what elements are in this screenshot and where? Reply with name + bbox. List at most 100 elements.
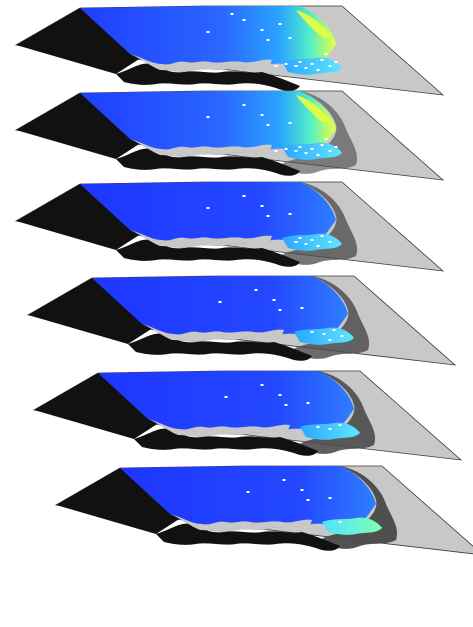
sensor-marker-icon [328,150,332,152]
secondary-pool [294,327,354,345]
black-region [56,468,190,534]
sensor-marker-icon [324,53,328,55]
sensor-marker-icon [328,339,332,341]
sensor-marker-icon [260,205,264,207]
sensor-marker-icon [316,154,320,156]
land-island [130,139,272,157]
sensor-marker-icon [328,241,332,243]
black-region [16,93,150,159]
sensor-marker-icon [278,394,282,396]
sensor-marker-icon [324,138,328,140]
sensor-marker-icon [320,144,324,146]
sensor-marker-icon [334,61,338,63]
sensor-marker-icon [288,37,292,39]
sensor-marker-icon [260,29,264,31]
map-layer [14,181,445,272]
water-body [92,276,348,342]
land-island [130,54,272,72]
coastline-band [128,333,312,361]
sensor-marker-icon [206,31,210,33]
black-region [16,8,150,74]
sensor-marker-icon [218,301,222,303]
sensor-marker-icon [338,424,342,426]
sensor-marker-icon [298,146,302,148]
sensor-marker-icon [316,245,320,247]
sensor-marker-icon [230,13,234,15]
sensor-marker-icon [300,489,304,491]
sensor-marker-icon [328,428,332,430]
sensor-marker-icon [294,241,298,243]
sensor-marker-icon [316,69,320,71]
sensor-marker-icon [328,65,332,67]
sensor-marker-icon [206,207,210,209]
sensor-marker-icon [332,329,336,331]
sensor-marker-icon [306,402,310,404]
secondary-pool [282,233,342,251]
sensor-marker-icon [316,426,320,428]
sensor-marker-icon [310,331,314,333]
sensor-marker-icon [272,299,276,301]
sensor-marker-icon [206,116,210,118]
sensor-marker-icon [306,499,310,501]
sensor-marker-icon [266,124,270,126]
secondary-pool [322,517,382,535]
sensor-marker-icon [310,148,314,150]
land-island [130,230,272,248]
sensor-marker-icon [322,333,326,335]
hotspot-region [296,95,330,123]
sensor-marker-icon [340,335,344,337]
sensor-marker-icon [300,307,304,309]
sensor-marker-icon [320,59,324,61]
sensor-marker-icon [298,61,302,63]
sensor-marker-icon [254,289,258,291]
water-body [80,91,336,157]
sensor-marker-icon [304,67,308,69]
sensor-marker-icon [246,491,250,493]
water-body [80,182,336,248]
sensor-marker-icon [224,396,228,398]
sensor-marker-icon [278,309,282,311]
sensor-marker-icon [298,237,302,239]
water-body [120,466,376,532]
land-island [148,419,290,437]
hotspot-region [296,10,330,38]
sensor-marker-icon [304,243,308,245]
sensor-marker-icon [310,63,314,65]
black-region [28,278,162,344]
sensor-marker-icon [260,384,264,386]
sensor-marker-icon [242,19,246,21]
secondary-pool [282,142,342,160]
sensor-marker-icon [284,404,288,406]
coastline-band [116,63,300,91]
sensor-marker-icon [310,239,314,241]
sensor-marker-icon [282,479,286,481]
land-island [170,514,312,532]
sensor-marker-icon [274,65,278,67]
sensor-marker-icon [284,148,288,150]
black-region [16,184,150,250]
sensor-marker-icon [284,63,288,65]
sensor-marker-icon [334,146,338,148]
sensor-marker-icon [294,150,298,152]
map-layer [54,465,473,555]
sensor-marker-icon [278,23,282,25]
coastline-band [116,239,300,267]
sensor-marker-icon [242,104,246,106]
map-layer [32,370,463,461]
land-island [142,324,284,342]
water-body [98,371,354,437]
sensor-marker-icon [266,215,270,217]
water-body [80,6,336,72]
sensor-marker-icon [242,195,246,197]
sensor-marker-icon [288,122,292,124]
sensor-marker-icon [260,114,264,116]
sensor-marker-icon [274,150,278,152]
map-layer [14,5,445,96]
sensor-marker-icon [328,497,332,499]
sensor-marker-icon [288,213,292,215]
sensor-marker-icon [338,521,342,523]
sensor-marker-icon [304,152,308,154]
secondary-pool [282,57,342,75]
sensor-marker-icon [294,65,298,67]
